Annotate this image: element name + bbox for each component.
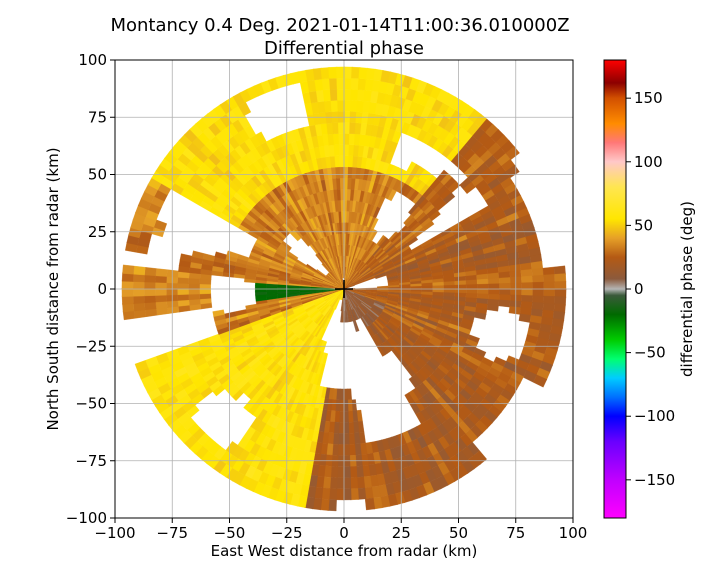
- radar-gate: [243, 398, 256, 412]
- colorbar-label: differential phase (deg): [678, 201, 696, 377]
- x-tick-label: 0: [339, 524, 349, 542]
- radar-gate: [133, 265, 146, 276]
- x-tick-label: −25: [271, 524, 303, 542]
- y-tick-label: 75: [88, 108, 107, 126]
- colorbar-tick-label: 0: [634, 280, 644, 298]
- radar-gate: [406, 236, 419, 247]
- colorbar-tick-label: 50: [634, 216, 653, 234]
- y-axis-label: North South distance from radar (km): [44, 147, 62, 430]
- x-axis-label: East West distance from radar (km): [211, 542, 478, 560]
- x-axis-ticks: −100 −75 −50 −25 0 25 50 75 100: [94, 518, 587, 542]
- radar-gate: [245, 303, 258, 310]
- radar-gate: [155, 268, 168, 277]
- colorbar-ticks: −150 −100 −50 0 50 100 150: [626, 89, 675, 489]
- radar-gate: [134, 360, 149, 373]
- radar-gate: [336, 66, 346, 79]
- radar-gate: [306, 263, 317, 272]
- y-tick-label: 25: [88, 223, 107, 241]
- x-tick-label: 25: [392, 524, 411, 542]
- radar-gate: [343, 285, 355, 290]
- radar-gate: [428, 210, 441, 222]
- radar-gate: [352, 320, 358, 332]
- y-tick-label: −25: [75, 337, 107, 355]
- colorbar: [603, 59, 627, 519]
- radar-gate: [533, 374, 548, 388]
- radar-gate: [144, 267, 157, 276]
- radar-gate: [122, 264, 135, 275]
- radar-gate: [340, 310, 343, 323]
- y-tick-label: −75: [75, 452, 107, 470]
- radar-gate: [486, 303, 499, 312]
- radar-gate: [191, 250, 205, 260]
- radar-gate: [179, 253, 193, 263]
- radar-gate: [316, 269, 327, 277]
- colorbar-tick-label: 150: [634, 89, 663, 107]
- chart-title-line2: Differential phase: [264, 38, 424, 59]
- radar-gate: [422, 220, 435, 231]
- y-tick-label: −100: [66, 509, 107, 527]
- radar-gate: [254, 131, 267, 145]
- x-tick-label: 100: [559, 524, 588, 542]
- radar-gate: [498, 299, 511, 308]
- x-tick-label: −50: [214, 524, 246, 542]
- colorbar-tick-label: 100: [634, 153, 663, 171]
- radar-gate: [442, 192, 456, 204]
- radar-gate: [370, 217, 379, 230]
- radar-site-marker: [335, 280, 353, 298]
- radar-gate: [214, 251, 227, 260]
- x-tick-label: 75: [506, 524, 525, 542]
- x-tick-label: −100: [94, 524, 135, 542]
- x-tick-label: −75: [156, 524, 188, 542]
- y-tick-label: −50: [75, 395, 107, 413]
- radar-gate: [212, 309, 225, 317]
- radar-gate: [508, 306, 521, 315]
- x-tick-label: 50: [449, 524, 468, 542]
- radar-gate: [474, 311, 487, 320]
- y-axis-ticks: −100 −75 −50 −25 0 25 50 75 100: [66, 51, 115, 527]
- y-tick-label: 100: [78, 51, 107, 69]
- colorbar-tick-label: −50: [634, 344, 666, 362]
- colorbar-tick-label: −150: [634, 471, 675, 489]
- y-tick-label: 50: [88, 166, 107, 184]
- colorbar-tick-label: −100: [634, 407, 675, 425]
- chart-title-line1: Montancy 0.4 Deg. 2021-01-14T11:00:36.01…: [110, 15, 569, 36]
- radar-gate: [364, 497, 376, 511]
- y-tick-label: 0: [97, 280, 107, 298]
